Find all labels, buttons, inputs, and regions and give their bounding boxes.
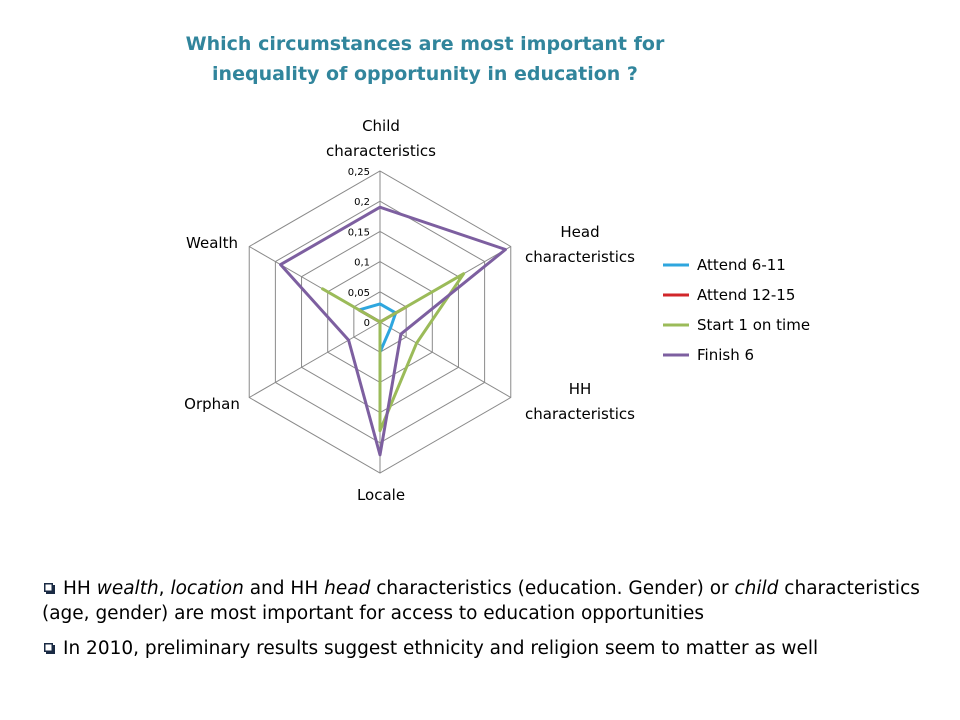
- radar-series: [279, 205, 507, 457]
- bullet-run: and HH: [243, 578, 325, 599]
- series-finish-6: [279, 205, 507, 457]
- bullet-run: wealth: [96, 578, 159, 599]
- bullet-item-2: In 2010, preliminary results suggest eth…: [42, 636, 922, 661]
- radar-tick-labels: 0 0,05 0,1 0,15 0,2 0,25: [348, 167, 370, 329]
- tick-label: 0,15: [348, 227, 370, 238]
- tick-label: 0,2: [354, 197, 370, 208]
- radar-chart: Which circumstances are most important f…: [184, 33, 810, 504]
- axis-label: HH characteristics: [525, 380, 635, 423]
- bullet-item-1: HH wealth, location and HH head characte…: [42, 576, 922, 626]
- legend-label: Finish 6: [697, 346, 754, 364]
- axis-label: Child characteristics: [326, 117, 436, 160]
- bullet-text-1: HH wealth, location and HH head characte…: [42, 578, 920, 624]
- tick-label: 0,25: [348, 167, 370, 178]
- series-start-1-on-time: [321, 272, 466, 433]
- chart-title-line: Which circumstances are most important f…: [186, 33, 665, 55]
- radar-axis-labels: Child characteristics Head characteristics H…: [184, 117, 635, 504]
- bullet-run: child: [734, 578, 779, 599]
- bullet-run: In 2010, preliminary results suggest eth…: [63, 638, 819, 659]
- grid-spoke: [248, 321, 381, 398]
- bullet-run: head: [324, 578, 371, 599]
- bullet-run: characteristics (education. Gender) or: [370, 578, 735, 599]
- legend-label: Attend 6-11: [697, 256, 786, 274]
- axis-label: Locale: [357, 486, 405, 504]
- chart-legend: Attend 6-11 Attend 12-15 Start 1 on time Fi…: [663, 256, 810, 364]
- bullet-run: location: [170, 578, 244, 599]
- checkbox-bullet-icon: [44, 583, 53, 592]
- legend-label: Start 1 on time: [697, 316, 810, 334]
- bullet-text-2: In 2010, preliminary results suggest eth…: [63, 638, 818, 659]
- axis-label: Head characteristics: [525, 223, 635, 266]
- bullet-run: characteristics (age, gender) are most i…: [42, 578, 920, 624]
- tick-label: 0,1: [354, 258, 370, 269]
- bullet-run: ,: [158, 578, 171, 599]
- bullet-list: HH wealth, location and HH head characte…: [42, 576, 922, 671]
- chart-title-line: inequality of opportunity in education ?: [212, 63, 638, 85]
- tick-label: 0,05: [348, 288, 370, 299]
- tick-label: 0: [364, 318, 370, 329]
- chart-title: Which circumstances are most important f…: [186, 33, 665, 85]
- checkbox-bullet-icon: [44, 643, 53, 652]
- legend-label: Attend 12-15: [697, 286, 795, 304]
- bullet-run: HH: [63, 578, 97, 599]
- axis-label: Wealth: [186, 234, 238, 252]
- axis-label: Orphan: [184, 395, 240, 413]
